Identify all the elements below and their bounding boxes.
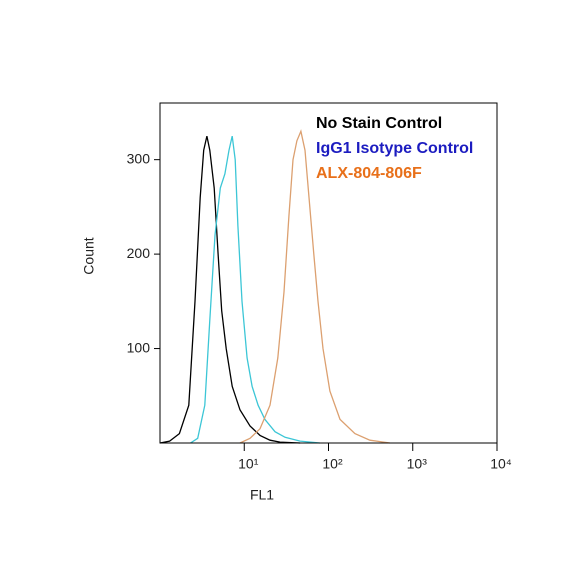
- legend-label: IgG1 Isotype Control: [316, 140, 473, 157]
- plot-frame: [159, 102, 498, 444]
- x-tick-label: 10²: [322, 456, 343, 472]
- legend-label: No Stain Control: [316, 115, 442, 132]
- y-tick-label: 100: [127, 339, 151, 355]
- x-axis-label: FL1: [250, 487, 274, 503]
- y-tick-label: 300: [127, 150, 151, 166]
- histogram-line: [239, 129, 390, 444]
- y-axis-label: Count: [81, 237, 97, 274]
- legend-label: ALX-804-806F: [316, 165, 422, 182]
- x-tick-label: 10¹: [238, 456, 259, 472]
- y-tick-label: 200: [127, 245, 151, 261]
- x-tick-label: 10³: [407, 456, 428, 472]
- x-tick-label: 10⁴: [490, 456, 512, 472]
- histogram-line: [190, 135, 320, 444]
